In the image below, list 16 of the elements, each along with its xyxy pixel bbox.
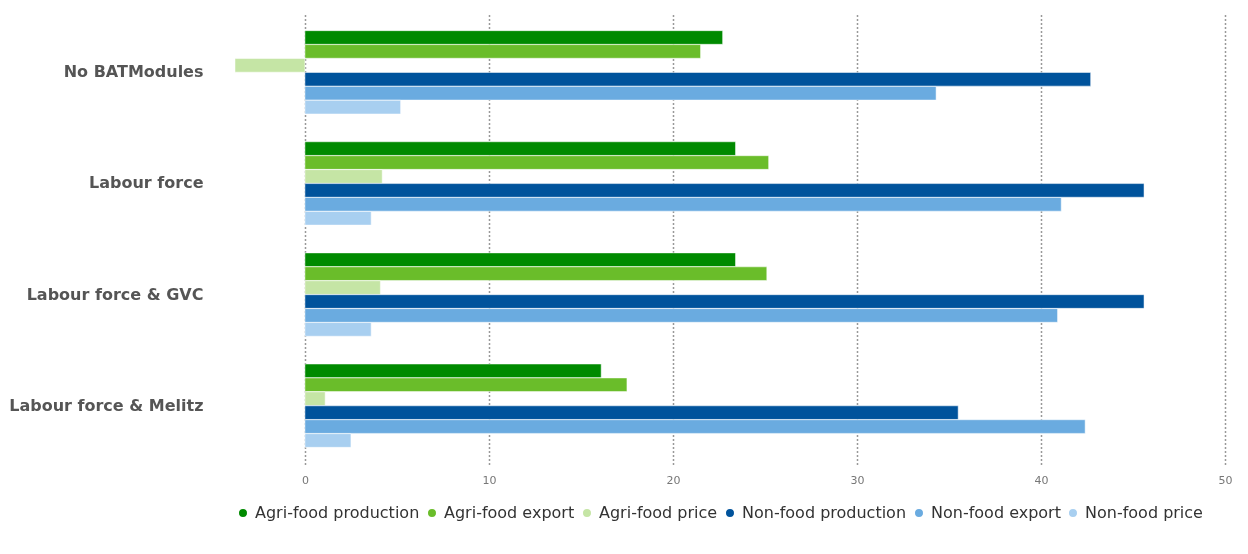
y-tick-label: Labour force & GVC (26, 284, 204, 304)
y-tick-label: Labour force (89, 173, 204, 193)
x-tick-label: 0 (301, 473, 309, 487)
y-tick-label: Labour force & Melitz (9, 395, 204, 415)
x-tick-label: 50 (1218, 473, 1233, 487)
x-tick-label: 30 (850, 473, 865, 487)
y-tick-label: No BATModules (63, 62, 204, 82)
legend-label: Agri-food production (255, 503, 420, 522)
legend-label: Non-food price (1085, 503, 1203, 522)
legend-label: Non-food export (931, 503, 1061, 522)
legend-label: Non-food production (742, 503, 907, 522)
x-tick-label: 20 (666, 473, 681, 487)
legend-label: Agri-food export (444, 503, 575, 522)
x-tick-label: 40 (1034, 473, 1049, 487)
x-tick-label: 10 (482, 473, 497, 487)
legend-label: Agri-food price (599, 503, 718, 522)
